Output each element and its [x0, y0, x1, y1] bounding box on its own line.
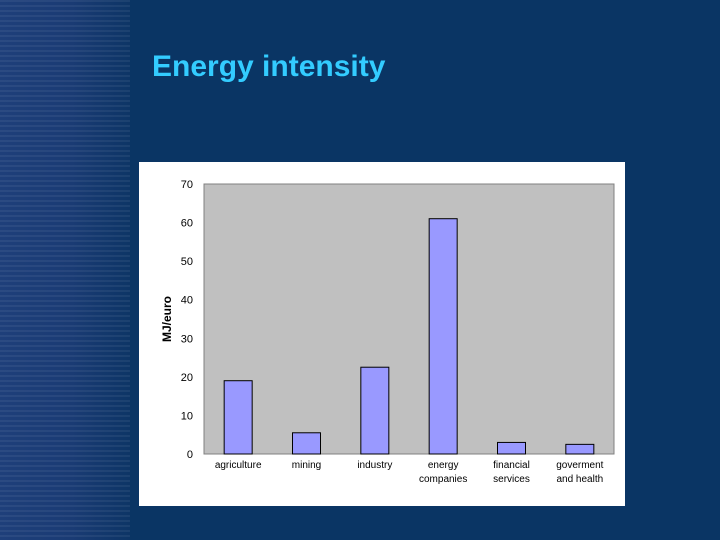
- x-tick-label: financial services: [493, 460, 530, 485]
- bar: [292, 432, 321, 455]
- y-tick-label: 40: [181, 295, 193, 307]
- slide-title: Energy intensity: [152, 50, 386, 83]
- x-tick-label: agriculture: [215, 460, 262, 471]
- y-tick-label: 10: [181, 410, 193, 422]
- bar-chart: 0 10 20 30 40 50 60 70 agriculture mining industr…: [160, 179, 615, 485]
- y-tick-label: 60: [181, 218, 193, 230]
- x-tick-label: mining: [292, 460, 321, 471]
- plot-area: [203, 183, 615, 455]
- chart-panel: 0 10 20 30 40 50 60 70 agriculture mining industr…: [139, 162, 625, 506]
- bar: [223, 380, 253, 455]
- y-axis-label: MJ/euro: [160, 296, 174, 342]
- bar: [565, 443, 595, 455]
- x-tick-label: industry: [357, 460, 392, 471]
- x-tick-label: energy companies: [419, 460, 467, 485]
- bar: [497, 441, 526, 455]
- y-tick-label: 20: [181, 372, 193, 384]
- y-tick-label: 0: [187, 449, 193, 461]
- bar: [428, 218, 458, 455]
- bar: [360, 366, 390, 455]
- decorative-stripe-band: [0, 0, 130, 540]
- y-tick-label: 70: [181, 179, 193, 191]
- y-tick-label: 30: [181, 333, 193, 345]
- x-tick-label: goverment and health: [556, 460, 603, 485]
- y-tick-label: 50: [181, 256, 193, 268]
